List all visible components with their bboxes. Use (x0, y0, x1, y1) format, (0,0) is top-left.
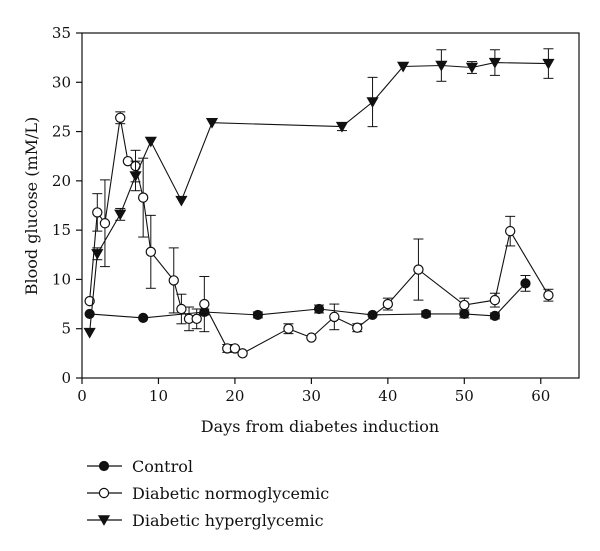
diabetic-hyperglycemic-point (488, 57, 501, 69)
y-tick-label: 25 (52, 123, 71, 141)
diabetic-normoglycemic-point (382, 298, 394, 310)
diabetic-normoglycemic-point (504, 225, 516, 237)
diabetic-normoglycemic-point (489, 294, 501, 306)
diabetic-hyperglycemic-point (435, 60, 448, 72)
control-point (520, 278, 531, 289)
diabetic-normoglycemic-point (229, 343, 241, 354)
legend-diabetic-normoglycemic-point (98, 487, 110, 499)
diabetic-hyperglycemic-line (89, 62, 549, 333)
diabetic-normoglycemic-point (137, 192, 149, 203)
diabetic-normoglycemic-point (459, 299, 470, 311)
control-point (489, 310, 500, 321)
diabetic-hyperglycemic-point (335, 121, 349, 133)
axis-ticks: 0 10 20 30 40 50 60 0 5 10 15 20 25 30 35 (52, 24, 550, 405)
diabetic-hyperglycemic-point (465, 62, 479, 74)
x-tick-label: 20 (225, 387, 244, 405)
control-point (84, 308, 95, 320)
diabetic-normoglycemic-point (92, 207, 103, 218)
y-tick-label: 20 (52, 172, 71, 190)
diabetic-normoglycemic-point (199, 298, 210, 310)
y-tick-label: 35 (52, 24, 71, 42)
y-tick-label: 30 (52, 73, 71, 91)
x-tick-label: 50 (455, 387, 474, 405)
control-point (138, 312, 149, 323)
x-tick-label: 0 (77, 387, 87, 405)
control-point (313, 303, 325, 315)
control-point (420, 308, 432, 320)
diabetic-hyperglycemic-point (114, 209, 127, 221)
diabetic-hyperglycemic-point (542, 58, 555, 70)
diabetic-hyperglycemic-series (83, 48, 555, 339)
diabetic-normoglycemic-point (543, 290, 554, 301)
diabetic-normoglycemic-point (306, 332, 317, 343)
y-tick-label: 0 (61, 369, 71, 387)
y-tick-label: 15 (52, 221, 71, 239)
diabetic-normoglycemic-point (176, 303, 187, 315)
x-tick-label: 10 (149, 387, 168, 405)
control-series (84, 274, 531, 323)
diabetic-hyperglycemic-point (175, 195, 188, 207)
plot-frame (81, 32, 580, 379)
y-tick-label: 5 (61, 320, 71, 338)
y-axis-title: Blood glucose (mM/L) (22, 117, 41, 296)
y-tick-label: 10 (52, 270, 71, 288)
diabetic-normoglycemic-point (168, 275, 179, 286)
control-line (89, 283, 526, 319)
diabetic-hyperglycemic-point (366, 97, 379, 108)
diabetic-hyperglycemic-point (144, 136, 157, 148)
control-point (252, 309, 263, 321)
x-tick-label: 30 (302, 387, 321, 405)
diabetic-normoglycemic-point (145, 246, 157, 258)
legend-item-control: Control (87, 457, 193, 476)
diabetic-normoglycemic-point (283, 323, 294, 334)
diabetic-hyperglycemic-point (205, 117, 219, 129)
legend: Control Diabetic normoglycemic Diabetic hy… (87, 457, 329, 530)
diabetic-normoglycemic-point (329, 311, 340, 323)
diabetic-normoglycemic-point (191, 313, 202, 325)
x-axis-title: Days from diabetes induction (201, 417, 439, 436)
diabetic-hyperglycemic-point (91, 249, 104, 260)
diabetic-normoglycemic-point (99, 218, 111, 229)
x-tick-label: 60 (531, 387, 550, 405)
diabetic-hyperglycemic-point (83, 327, 96, 339)
diabetic-normoglycemic-point (237, 348, 248, 359)
diabetic-normoglycemic-point (115, 112, 126, 123)
diabetic-hyperglycemic-point (397, 61, 410, 73)
legend-label-diabetic-hyperglycemic: Diabetic hyperglycemic (132, 511, 324, 530)
legend-item-diabetic-normoglycemic: Diabetic normoglycemic (87, 484, 329, 503)
legend-label-diabetic-normoglycemic: Diabetic normoglycemic (132, 484, 329, 503)
diabetic-normoglycemic-series (84, 111, 554, 359)
legend-control-point (98, 460, 110, 472)
diabetic-normoglycemic-point (352, 322, 363, 333)
diabetic-normoglycemic-line (89, 117, 549, 355)
series-layer (83, 48, 555, 359)
legend-item-diabetic-hyperglycemic: Diabetic hyperglycemic (87, 511, 324, 530)
legend-diabetic-hyperglycemic-point (97, 515, 111, 526)
diabetic-normoglycemic-point (413, 264, 424, 275)
x-tick-label: 40 (378, 387, 397, 405)
diabetic-hyperglycemic-point (129, 171, 142, 182)
legend-label-control: Control (132, 457, 193, 476)
